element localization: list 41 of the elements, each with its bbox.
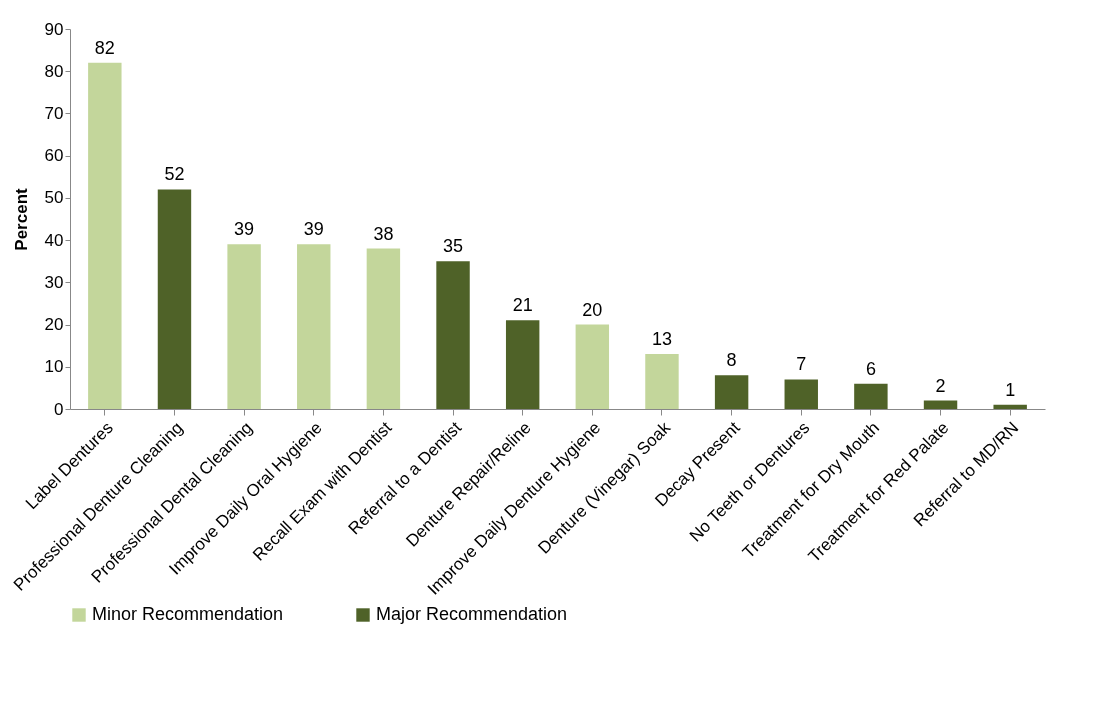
bar (784, 379, 818, 409)
y-tick-label: 20 (44, 315, 64, 335)
data-label: 21 (512, 295, 533, 316)
y-tick-label: 10 (44, 357, 64, 377)
data-label: 20 (582, 299, 603, 320)
y-tick-label: 0 (54, 399, 64, 419)
y-tick-label: 70 (44, 103, 64, 123)
data-label: 8 (726, 350, 737, 371)
bar (505, 320, 540, 409)
bar (645, 354, 679, 409)
data-label: 2 (935, 375, 946, 396)
bar (714, 375, 749, 409)
y-tick-label: 30 (44, 272, 64, 292)
data-label: 39 (303, 219, 324, 240)
bar (993, 404, 1027, 409)
y-tick-label: 50 (44, 188, 64, 208)
bar (366, 248, 401, 409)
bar (923, 400, 958, 409)
data-label: 1 (1005, 379, 1016, 400)
data-label: 6 (865, 358, 876, 379)
y-tick-label: 40 (44, 230, 64, 250)
bar (436, 261, 470, 409)
data-label: 13 (651, 329, 672, 350)
y-tick-label: 90 (44, 19, 64, 39)
y-tick-label: 80 (44, 61, 64, 81)
data-label: 35 (443, 236, 464, 257)
data-label: 39 (234, 219, 255, 240)
y-tick-label: 60 (44, 146, 64, 166)
y-axis-title: Percent (11, 187, 31, 251)
bar (88, 62, 122, 409)
data-label: 38 (373, 223, 394, 244)
bar (854, 383, 888, 409)
legend-label: Minor Recommendation (92, 604, 284, 624)
data-label: 82 (94, 37, 115, 58)
legend-label: Major Recommendation (376, 604, 568, 624)
bar (227, 244, 261, 409)
data-label: 7 (796, 354, 807, 375)
bar (297, 244, 331, 409)
data-label: 52 (164, 164, 185, 185)
bar (157, 189, 192, 409)
bar (575, 324, 610, 409)
